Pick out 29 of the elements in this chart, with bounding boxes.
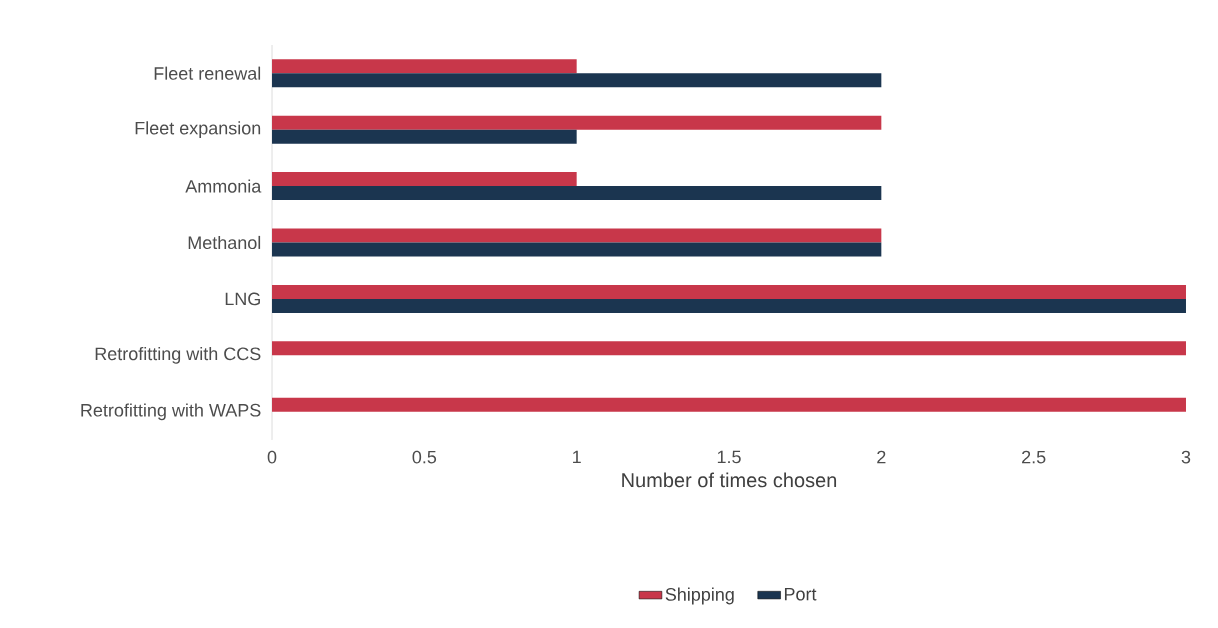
y-tick-label: Retrofitting with CCS <box>95 346 261 364</box>
bar <box>272 115 882 130</box>
bar <box>272 284 1186 299</box>
bar <box>272 397 1186 412</box>
legend-label: Shipping <box>665 587 734 605</box>
bar <box>272 242 882 257</box>
legend-label: Port <box>784 587 817 601</box>
bar <box>272 186 882 201</box>
y-tick-label: Retrofitting with WAPS <box>81 403 261 421</box>
bar <box>272 341 1186 356</box>
x-tick-label: 2.5 <box>1022 450 1046 464</box>
bar <box>272 73 882 88</box>
y-tick-label: Ammonia <box>185 179 262 193</box>
bar <box>272 59 577 74</box>
x-tick-label: 0 <box>267 450 277 464</box>
bar <box>272 129 577 144</box>
y-tick-label: LNG <box>225 292 260 306</box>
x-tick-label: 1 <box>573 450 581 464</box>
y-tick-label: Fleet expansion <box>135 121 261 139</box>
x-tick-label: 3 <box>1181 450 1191 464</box>
x-tick-label: 0.5 <box>412 450 437 464</box>
bar <box>272 172 577 187</box>
y-tick-label: Methanol <box>188 235 261 250</box>
x-axis-title: Number of times chosen <box>622 472 837 488</box>
y-tick-label: Fleet renewal <box>154 66 261 80</box>
bar <box>272 228 882 243</box>
x-tick-label: 2 <box>877 450 886 464</box>
x-tick-label: 1.5 <box>717 450 741 464</box>
bar <box>272 298 1186 313</box>
